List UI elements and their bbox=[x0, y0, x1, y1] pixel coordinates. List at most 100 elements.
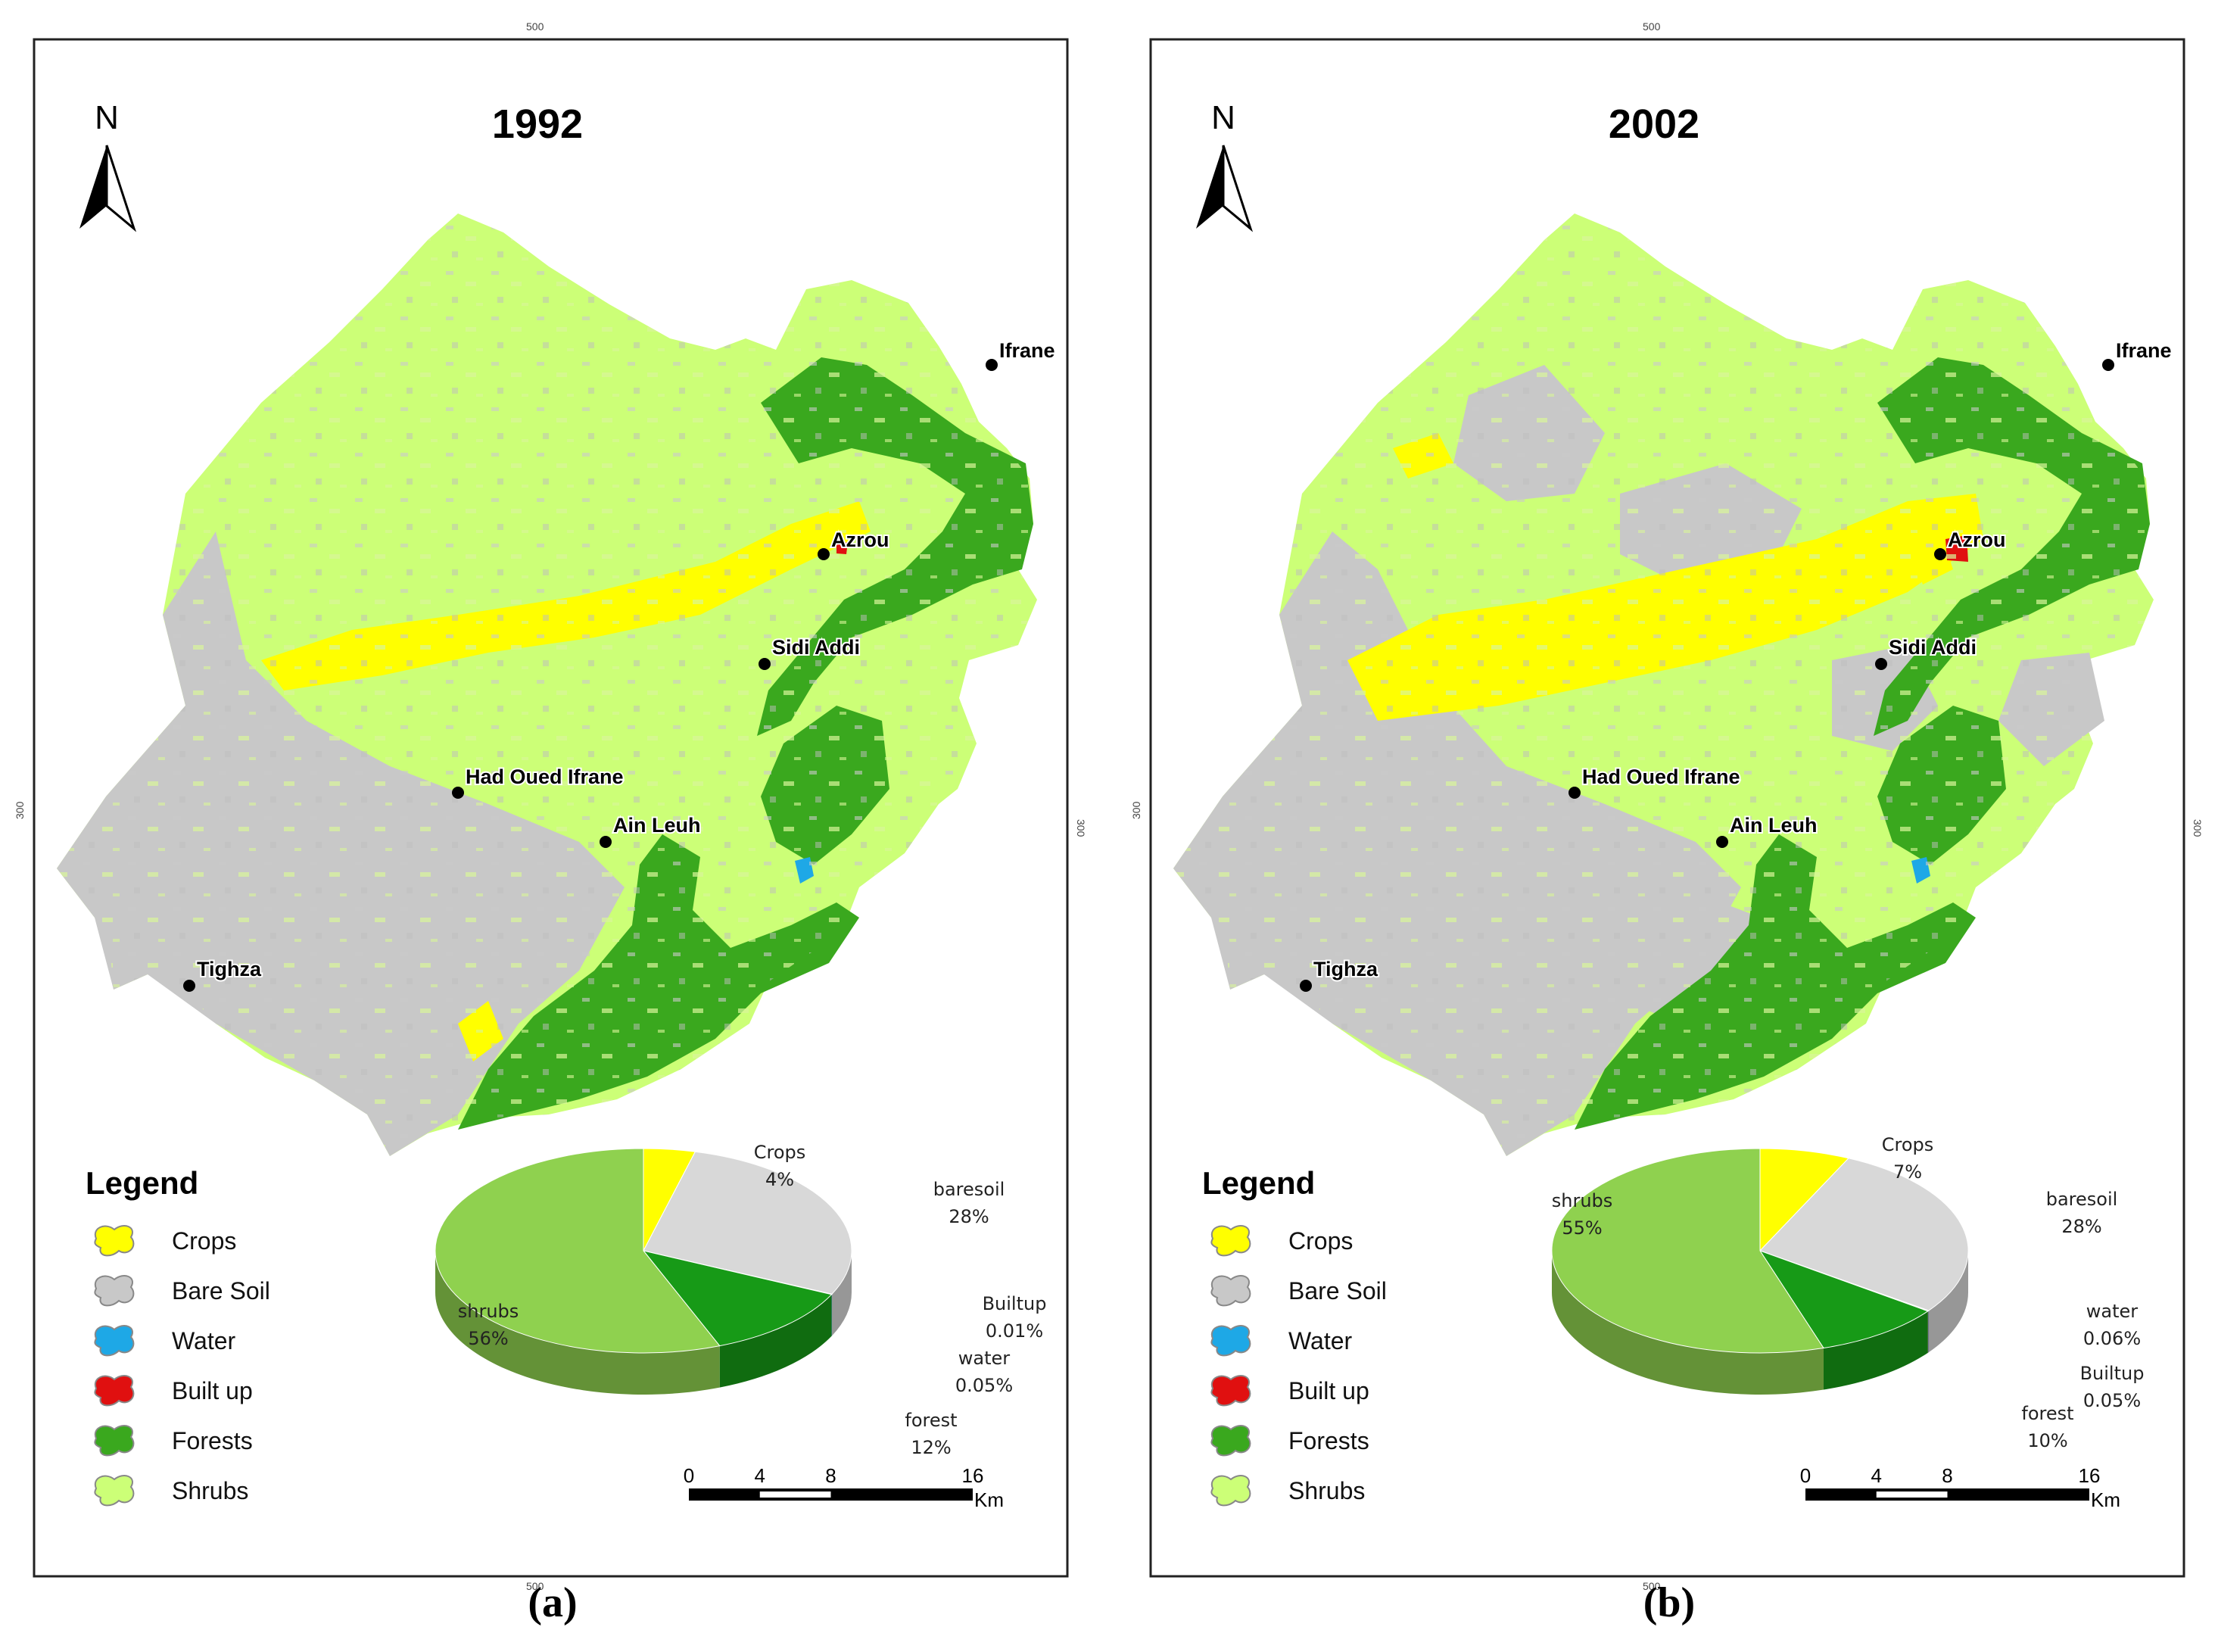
legend-item-bare-soil: Bare Soil bbox=[1210, 1275, 1387, 1307]
town-label: Ifrane bbox=[999, 339, 1055, 362]
pie-side-1 bbox=[1928, 1251, 1968, 1353]
pie-label-forest: forest 10% bbox=[2021, 1403, 2073, 1451]
legend-swatch-icon bbox=[94, 1225, 135, 1257]
legend-label: Water bbox=[172, 1327, 236, 1354]
pie-label-pct-3: 0.05% bbox=[955, 1375, 1013, 1396]
town-azrou: Azrou bbox=[1934, 527, 2008, 560]
scale-tick-0: 0 bbox=[1800, 1464, 1811, 1487]
legend-label: Bare Soil bbox=[172, 1277, 270, 1304]
scale-bar-white bbox=[759, 1491, 831, 1498]
town-marker-icon bbox=[183, 980, 195, 992]
grid-tick-left: 300 bbox=[14, 801, 26, 819]
legend-swatch-icon bbox=[94, 1325, 135, 1357]
pie-slice-baresoil bbox=[643, 1151, 852, 1295]
map-title-year: 2002 bbox=[1609, 101, 1699, 147]
land-cover-map bbox=[1173, 214, 2154, 1156]
legend-label: Water bbox=[1288, 1327, 1353, 1354]
pie-label-name-5: shrubs bbox=[1552, 1190, 1613, 1211]
town-label: Had Oued Ifrane bbox=[466, 765, 624, 788]
pie-label-name-3: water bbox=[958, 1348, 1011, 1369]
land-cover-pie-chart: Crops 7% baresoil 28% water 0.06% Builtup 0.05%… bbox=[1551, 1134, 2145, 1451]
town-marker-icon bbox=[2102, 359, 2114, 371]
pie-slice-baresoil bbox=[1759, 1158, 1969, 1311]
pie-label-pct-1: 28% bbox=[2061, 1216, 2101, 1237]
town-had-oued-ifrane: Had Oued Ifrane bbox=[1568, 764, 1742, 799]
town-marker-icon bbox=[1716, 836, 1728, 848]
legend: Legend Crops Bare Soil Water Built up Forests… bbox=[1202, 1165, 1387, 1507]
scale-tick-0: 0 bbox=[684, 1464, 694, 1487]
grid-tick-left: 300 bbox=[1130, 801, 1142, 819]
land-cover-pie-chart: Crops 4% baresoil 28% Builtup 0.01% water 0.05%… bbox=[435, 1142, 1046, 1458]
legend-item-water: Water bbox=[1210, 1325, 1353, 1357]
legend-label: Built up bbox=[172, 1377, 253, 1404]
town-label: Tighza bbox=[1313, 958, 1378, 980]
legend-label: Bare Soil bbox=[1288, 1277, 1387, 1304]
pie-label-crops: Crops 7% bbox=[1882, 1134, 1934, 1183]
town-marker-icon bbox=[1300, 980, 1312, 992]
legend-item-crops: Crops bbox=[94, 1225, 236, 1257]
scale-bar-white bbox=[1876, 1491, 1948, 1498]
town-marker-icon bbox=[986, 359, 998, 371]
pie-label-pct-4: 12% bbox=[911, 1437, 951, 1458]
town-label: Sidi Addi bbox=[772, 636, 860, 659]
town-ain-leuh: Ain Leuh bbox=[1716, 812, 1819, 848]
town-ain-leuh: Ain Leuh bbox=[600, 812, 702, 848]
legend-swatch-icon bbox=[1210, 1225, 1251, 1257]
pie-slice-shrubs bbox=[435, 1148, 721, 1354]
legend-swatch-icon bbox=[94, 1475, 135, 1507]
pie-label-crops: Crops 4% bbox=[754, 1142, 806, 1190]
legend-label: Crops bbox=[1288, 1227, 1353, 1255]
pie-side-4 bbox=[1823, 1311, 1928, 1390]
legend-item-forests: Forests bbox=[94, 1425, 253, 1457]
legend-item-built-up: Built up bbox=[94, 1375, 253, 1407]
legend-swatch-icon bbox=[1210, 1325, 1251, 1357]
pie-label-pct-2: 0.01% bbox=[986, 1320, 1043, 1342]
scale-unit: Km bbox=[2091, 1488, 2120, 1511]
map-title-year: 1992 bbox=[492, 101, 583, 147]
pie-label-pct-0: 4% bbox=[765, 1169, 794, 1190]
pie-slice-forest bbox=[1759, 1250, 1929, 1349]
pie-slice-forest bbox=[642, 1250, 833, 1347]
pie-sides bbox=[1552, 1251, 1968, 1395]
town-marker-icon bbox=[759, 658, 771, 670]
pie-top bbox=[1551, 1148, 1969, 1354]
pie-side-2 bbox=[1928, 1311, 1929, 1353]
north-arrow-icon: N bbox=[79, 99, 137, 232]
scale-tick-1: 4 bbox=[1871, 1464, 1882, 1487]
town-label: Azrou bbox=[1948, 528, 2006, 551]
pie-side-4 bbox=[719, 1294, 832, 1388]
pie-label-name-0: Crops bbox=[1882, 1134, 1934, 1155]
town-marker-icon bbox=[1568, 787, 1581, 799]
legend: Legend Crops Bare Soil Water Built up Forests… bbox=[86, 1165, 270, 1507]
scale-unit: Km bbox=[974, 1488, 1004, 1511]
pie-label-name-4: forest bbox=[905, 1410, 957, 1431]
north-arrow-right-half bbox=[1222, 145, 1254, 232]
north-arrow-left-half bbox=[79, 145, 107, 229]
pie-sides bbox=[435, 1251, 852, 1395]
north-label: N bbox=[95, 99, 119, 136]
land-cover-map bbox=[57, 214, 1037, 1156]
town-label: Ain Leuh bbox=[1730, 814, 1818, 837]
pie-label-name-5: shrubs bbox=[458, 1301, 519, 1322]
pie-label-water: water 0.06% bbox=[2083, 1301, 2141, 1349]
town-label: Ain Leuh bbox=[613, 814, 701, 837]
pie-slice-crops bbox=[1759, 1148, 1849, 1252]
town-ifrane: Ifrane bbox=[2102, 338, 2173, 371]
town-tighza: Tighza bbox=[1300, 956, 1380, 992]
pie-label-pct-0: 7% bbox=[1893, 1161, 1922, 1183]
grid-tick-top: 500 bbox=[526, 20, 544, 33]
legend-label: Built up bbox=[1288, 1377, 1369, 1404]
pie-side-1 bbox=[831, 1251, 852, 1336]
legend-label: Crops bbox=[172, 1227, 236, 1255]
legend-title: Legend bbox=[86, 1165, 198, 1201]
pie-label-builtup: Builtup 0.05% bbox=[2080, 1363, 2145, 1411]
map-panel-b: 500 500 300 300 2002 N Ifrane Azrou Sidi Addi Had… bbox=[1130, 20, 2204, 1592]
grid-tick-top: 500 bbox=[1643, 20, 1661, 33]
pie-label-pct-3: 0.05% bbox=[2083, 1390, 2141, 1411]
pie-label-builtup: Builtup 0.01% bbox=[983, 1293, 1047, 1342]
scale-tick-3: 16 bbox=[962, 1464, 984, 1487]
pie-side-5 bbox=[1552, 1251, 1824, 1395]
pie-label-forest: forest 12% bbox=[905, 1410, 957, 1458]
north-arrow-icon: N bbox=[1196, 99, 1254, 232]
